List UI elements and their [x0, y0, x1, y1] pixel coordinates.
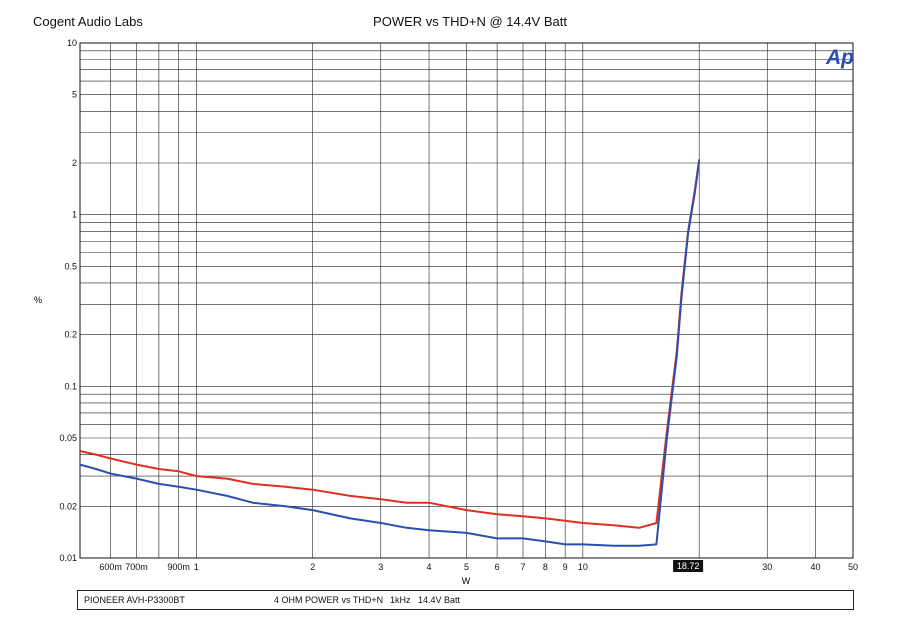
x-tick-label: 3 [378, 562, 383, 572]
minor-grid [80, 43, 853, 558]
footer-info-bar: PIONEER AVH-P3300BT 4 OHM POWER vs THD+N… [77, 590, 854, 610]
x-tick-label: 7 [520, 562, 525, 572]
x-tick-label: 5 [464, 562, 469, 572]
x-tick-label: 50 [848, 562, 858, 572]
y-tick-label: 0.2 [64, 330, 77, 340]
y-tick-label: 0.02 [59, 501, 77, 511]
x-tick-label: 1 [194, 562, 199, 572]
cursor-marker-box [673, 560, 704, 572]
y-tick-label: 0.05 [59, 433, 77, 443]
chart-title: POWER vs THD+N @ 14.4V Batt [373, 14, 567, 29]
series-layer [79, 159, 701, 547]
x-tick-label: 2 [310, 562, 315, 572]
footer-device: PIONEER AVH-P3300BT [84, 595, 185, 605]
y-tick-label: 2 [72, 158, 77, 168]
footer-supply: 14.4V Batt [418, 595, 461, 605]
y-tick-label: 1 [72, 210, 77, 220]
marker-layer: 18.72 [673, 560, 704, 572]
x-tick-label: 9 [563, 562, 568, 572]
footer-test: 4 OHM POWER vs THD+N [274, 595, 384, 605]
x-tick-label: 10 [578, 562, 588, 572]
x-axis-tick-labels: 600m 700m 900m 1 2 3 4 5 6 7 8 9 10 30 40 50 [99, 562, 858, 572]
x-tick-label: 900m [167, 562, 190, 572]
plot-frame [79, 42, 854, 559]
x-tick-label: 6 [495, 562, 500, 572]
thd-power-chart: 10 5 2 1 0.5 0.2 0.1 0.05 0.02 0.01 600m 700m 900m 1… [34, 38, 858, 586]
y-tick-label: 10 [67, 38, 77, 48]
y-tick-label: 5 [72, 90, 77, 100]
cursor-marker-label: 18.72 [677, 561, 700, 571]
ap-logo: Ap [825, 46, 854, 69]
y-tick-label: 0.1 [64, 381, 77, 391]
x-tick-label: 4 [427, 562, 432, 572]
x-tick-label: 40 [811, 562, 821, 572]
x-axis-label: W [462, 576, 471, 586]
y-axis-label: % [34, 295, 42, 305]
x-tick-label: 8 [543, 562, 548, 572]
footer-frequency: 1kHz [390, 595, 411, 605]
x-tick-label: 30 [762, 562, 772, 572]
y-axis-tick-labels: 10 5 2 1 0.5 0.2 0.1 0.05 0.02 0.01 [59, 38, 77, 563]
y-tick-label: 0.5 [64, 261, 77, 271]
series-line-2 [79, 160, 701, 547]
x-tick-label: 600m [99, 562, 122, 572]
y-tick-label: 0.01 [59, 553, 77, 563]
company-name: Cogent Audio Labs [33, 14, 143, 29]
x-tick-label: 700m [125, 562, 148, 572]
